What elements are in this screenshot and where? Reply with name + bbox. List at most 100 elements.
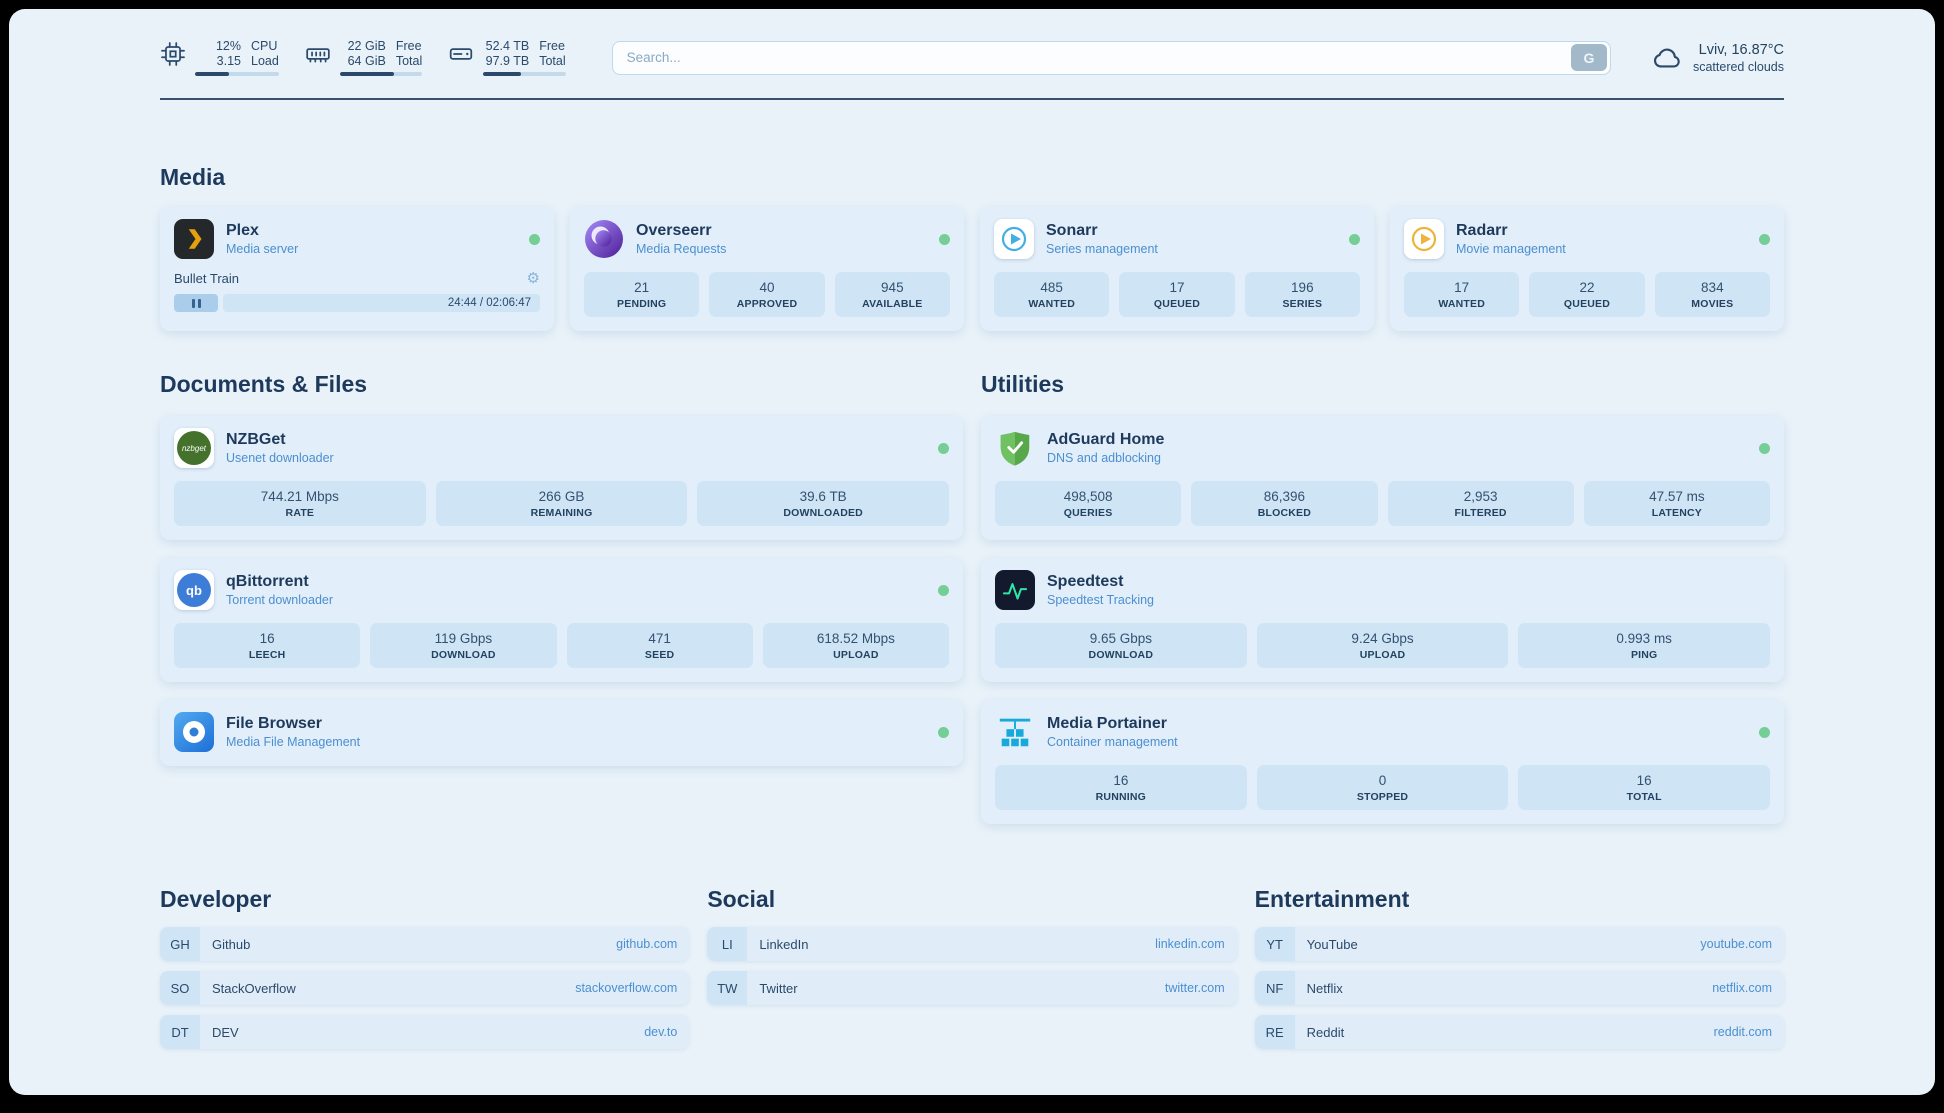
bookmark-abbr: NF — [1254, 971, 1295, 1005]
utilities-column: Utilities AdGuard Home — [981, 371, 1784, 824]
section-title-social: Social — [707, 886, 776, 912]
bookmark-link: linkedin.com — [1155, 937, 1225, 951]
section-title-utilities: Utilities — [981, 371, 1065, 397]
bookmark-abbr: DT — [160, 1015, 200, 1049]
memory-widget: 22 GiB Free 64 GiB Total — [305, 39, 423, 76]
stat-value: 9.65 Gbps — [1089, 631, 1152, 646]
bookmark-twitter[interactable]: TW Twitter twitter.com — [707, 971, 1237, 1005]
status-dot — [938, 726, 949, 738]
stat-series: 196 SERIES — [1244, 272, 1360, 317]
service-card-speedtest[interactable]: Speedtest Speedtest Tracking 9.65 Gbps D… — [981, 558, 1784, 682]
weather-widget[interactable]: Lviv, 16.87°C scattered clouds — [1651, 42, 1784, 74]
bookmark-name: DEV — [212, 1024, 239, 1040]
bookmark-github[interactable]: GH Github github.com — [160, 927, 690, 961]
stat-stopped: 0 STOPPED — [1256, 765, 1509, 810]
bookmarks-section: Developer GH Github github.com SO StackO… — [160, 886, 1784, 1089]
service-card-adguard[interactable]: AdGuard Home DNS and adblocking 498,508 … — [981, 416, 1784, 540]
service-name: qBittorrent — [226, 573, 309, 590]
stat-value: 119 Gbps — [434, 631, 493, 646]
bookmark-stackoverflow[interactable]: SO StackOverflow stackoverflow.com — [160, 971, 690, 1005]
service-name: Radarr — [1456, 222, 1508, 239]
service-text: qBittorrent Torrent downloader — [226, 573, 333, 607]
stat-label: SERIES — [1282, 298, 1323, 310]
stat-label: BLOCKED — [1257, 507, 1312, 519]
service-text: Media Portainer Container management — [1047, 715, 1178, 749]
bookmark-reddit[interactable]: RE Reddit reddit.com — [1254, 1015, 1784, 1049]
stats-row: 498,508 QUERIES 86,396 BLOCKED 2,953 FIL… — [995, 481, 1770, 526]
bookmark-abbr: TW — [707, 971, 748, 1005]
stat-label: DOWNLOAD — [431, 649, 496, 661]
service-card-radarr[interactable]: Radarr Movie management 17 WANTED 22 QUE… — [1390, 207, 1784, 331]
bookmark-name: Twitter — [759, 980, 798, 996]
top-bar: 12% CPU 3.15 Load 22 GiB — [160, 9, 1784, 76]
stat-label: UPLOAD — [1359, 649, 1406, 661]
service-card-nzbget[interactable]: nzbget NZBGet Usenet downloader 744.21 M… — [160, 416, 963, 540]
bookmark-link: dev.to — [644, 1025, 678, 1039]
search-input[interactable] — [612, 50, 1571, 65]
media-card-grid: Plex Media server Bullet Train ⚙ 24:44 /… — [160, 207, 1784, 331]
stat-value: 945 — [881, 280, 904, 295]
service-card-plex[interactable]: Plex Media server Bullet Train ⚙ 24:44 /… — [160, 207, 554, 331]
service-card-overseerr[interactable]: Overseerr Media Requests 21 PENDING 40 A… — [570, 207, 964, 331]
status-dot — [1759, 233, 1770, 245]
service-subtitle: Media Requests — [636, 242, 727, 256]
header-divider — [160, 98, 1784, 100]
stat-label: QUEUED — [1153, 298, 1201, 310]
bookmark-link: reddit.com — [1713, 1025, 1772, 1039]
stats-row: 21 PENDING 40 APPROVED 945 AVAILABLE — [584, 272, 950, 317]
stat-approved: 40 APPROVED — [709, 272, 825, 317]
gear-icon[interactable]: ⚙ — [526, 270, 540, 287]
card-header: Speedtest Speedtest Tracking — [995, 570, 1770, 610]
stat-download: 119 Gbps DOWNLOAD — [370, 623, 557, 668]
stat-movies: 834 MOVIES — [1654, 272, 1770, 317]
pause-button[interactable] — [174, 294, 218, 312]
cpu-usage-bar — [195, 72, 279, 76]
stat-label: UPLOAD — [833, 649, 879, 661]
stat-upload: 618.52 Mbps UPLOAD — [762, 623, 949, 668]
memory-icon — [306, 48, 330, 63]
stat-value: 22 — [1579, 280, 1595, 295]
bookmark-linkedin[interactable]: LI LinkedIn linkedin.com — [707, 927, 1237, 961]
stat-label: PING — [1630, 649, 1658, 661]
bookmark-youtube[interactable]: YT YouTube youtube.com — [1254, 927, 1784, 961]
stat-upload: 9.24 Gbps UPLOAD — [1256, 623, 1509, 668]
search-provider-button[interactable]: G — [1570, 44, 1607, 71]
stat-running: 16 RUNNING — [995, 765, 1247, 810]
stat-value: 471 — [648, 631, 671, 646]
disk-total-label: Total — [539, 54, 566, 68]
section-title-documents: Documents & Files — [160, 371, 368, 397]
stat-label: APPROVED — [736, 298, 798, 310]
stat-downloaded: 39.6 TB DOWNLOADED — [697, 481, 950, 526]
service-card-qbittorrent[interactable]: qb qBittorrent Torrent downloader 16 LEE… — [160, 558, 963, 682]
status-dot — [939, 233, 950, 245]
service-card-portainer[interactable]: Media Portainer Container management 16 … — [981, 700, 1784, 824]
stat-label: LATENCY — [1651, 507, 1702, 519]
stat-value: 266 GB — [538, 489, 585, 504]
service-text: Radarr Movie management — [1456, 222, 1566, 256]
portainer-icon — [995, 712, 1035, 752]
stat-value: 9.24 Gbps — [1351, 631, 1414, 646]
stat-value: 17 — [1454, 280, 1470, 295]
stat-value: 744.21 Mbps — [260, 489, 339, 504]
bookmark-dev[interactable]: DT DEV dev.to — [160, 1015, 690, 1049]
card-header: Media Portainer Container management — [995, 712, 1770, 752]
stats-row: 16 RUNNING 0 STOPPED 16 TOTAL — [995, 765, 1771, 810]
cpu-percent: 12% — [215, 39, 241, 53]
playback-progress-bar[interactable]: 24:44 / 02:06:47 — [223, 294, 540, 312]
service-text: AdGuard Home DNS and adblocking — [1047, 431, 1164, 465]
stat-label: FILTERED — [1454, 507, 1507, 519]
service-card-sonarr[interactable]: Sonarr Series management 485 WANTED 17 Q… — [980, 207, 1374, 331]
now-playing-row: Bullet Train ⚙ — [174, 271, 540, 286]
section-title-entertainment: Entertainment — [1254, 886, 1410, 912]
service-card-filebrowser[interactable]: File Browser Media File Management — [160, 700, 963, 766]
bookmarks-entertainment: Entertainment YT YouTube youtube.com NF … — [1254, 886, 1784, 1059]
speedtest-icon — [995, 570, 1035, 610]
stat-value: 0 — [1378, 773, 1387, 788]
bookmark-link: github.com — [616, 937, 678, 951]
stat-leech: 16 LEECH — [174, 623, 361, 668]
section-title-developer: Developer — [160, 886, 272, 912]
service-text: NZBGet Usenet downloader — [226, 431, 334, 465]
stats-row: 16 LEECH 119 Gbps DOWNLOAD 471 SEED 61 — [174, 623, 949, 668]
bookmark-netflix[interactable]: NF Netflix netflix.com — [1254, 971, 1784, 1005]
stat-label: WANTED — [1438, 298, 1486, 310]
